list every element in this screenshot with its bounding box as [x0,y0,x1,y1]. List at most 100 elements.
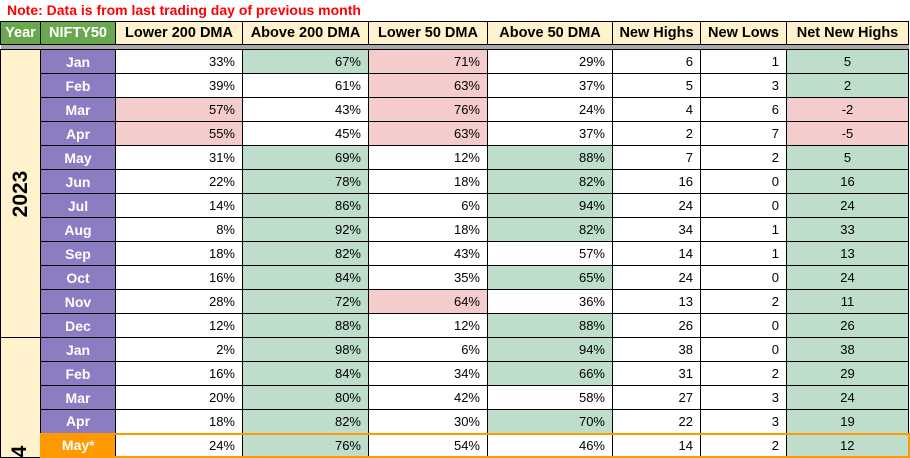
data-cell[interactable]: 80% [242,385,369,410]
data-cell[interactable]: 16% [115,265,243,290]
data-cell[interactable]: 6% [368,193,488,218]
data-cell[interactable]: 54% [368,432,488,458]
data-cell[interactable]: 5 [786,49,909,74]
data-cell[interactable]: 7 [700,121,787,146]
data-cell[interactable]: 28% [115,289,243,314]
data-cell[interactable]: 82% [242,241,369,266]
data-cell[interactable]: 24 [612,193,701,218]
data-cell[interactable]: 1 [700,217,787,242]
month-cell-jun[interactable]: Jun [40,169,116,194]
data-cell[interactable]: 5 [612,73,701,98]
header-new-highs[interactable]: New Highs [612,21,701,45]
data-cell[interactable]: 94% [487,337,613,362]
data-cell[interactable]: 71% [368,49,488,74]
data-cell[interactable]: 2 [786,73,909,98]
data-cell[interactable]: 13 [786,241,909,266]
data-cell[interactable]: 33 [786,217,909,242]
data-cell[interactable]: 0 [700,265,787,290]
data-cell[interactable]: 34 [612,217,701,242]
data-cell[interactable]: 2 [700,361,787,386]
data-cell[interactable]: 76% [368,97,488,122]
data-cell[interactable]: 4 [612,97,701,122]
month-cell-apr[interactable]: Apr [40,121,116,146]
data-cell[interactable]: 18% [115,409,243,434]
month-cell-sep[interactable]: Sep [40,241,116,266]
data-cell[interactable]: 24 [786,193,909,218]
data-cell[interactable]: 5 [786,145,909,170]
data-cell[interactable]: 39% [115,73,243,98]
data-cell[interactable]: 37% [487,121,613,146]
data-cell[interactable]: 6 [612,49,701,74]
data-cell[interactable]: 6% [368,337,488,362]
month-cell-oct[interactable]: Oct [40,265,116,290]
data-cell[interactable]: 2 [700,432,787,458]
data-cell[interactable]: 14 [612,241,701,266]
data-cell[interactable]: 19 [786,409,909,434]
data-cell[interactable]: 98% [242,337,369,362]
year-cell-2023[interactable]: 2023 [0,49,41,338]
data-cell[interactable]: 88% [487,313,613,338]
data-cell[interactable]: 1 [700,49,787,74]
month-cell-dec[interactable]: Dec [40,313,116,338]
data-cell[interactable]: 22% [115,169,243,194]
data-cell[interactable]: 12% [368,313,488,338]
data-cell[interactable]: 43% [368,241,488,266]
data-cell[interactable]: 78% [242,169,369,194]
data-cell[interactable]: -2 [786,97,909,122]
data-cell[interactable]: 57% [115,97,243,122]
data-cell[interactable]: 20% [115,385,243,410]
data-cell[interactable]: 18% [368,169,488,194]
data-cell[interactable]: 31% [115,145,243,170]
data-cell[interactable]: 38 [612,337,701,362]
month-cell-jan[interactable]: Jan [40,337,116,362]
data-cell[interactable]: 24 [786,265,909,290]
month-cell-mar[interactable]: Mar [40,97,116,122]
month-cell-mar[interactable]: Mar [40,385,116,410]
data-cell[interactable]: -5 [786,121,909,146]
month-cell-may[interactable]: May* [39,432,116,458]
data-cell[interactable]: 84% [242,361,369,386]
data-cell[interactable]: 24 [612,265,701,290]
data-cell[interactable]: 31 [612,361,701,386]
data-cell[interactable]: 24% [487,97,613,122]
data-cell[interactable]: 0 [700,337,787,362]
data-cell[interactable]: 37% [487,73,613,98]
header-lower-200-dma[interactable]: Lower 200 DMA [115,21,243,45]
data-cell[interactable]: 88% [487,145,613,170]
data-cell[interactable]: 12 [786,432,910,458]
header-above-200-dma[interactable]: Above 200 DMA [242,21,369,45]
data-cell[interactable]: 24% [115,432,243,458]
data-cell[interactable]: 65% [487,265,613,290]
data-cell[interactable]: 82% [487,169,613,194]
data-cell[interactable]: 38 [786,337,909,362]
data-cell[interactable]: 43% [242,97,369,122]
data-cell[interactable]: 57% [487,241,613,266]
data-cell[interactable]: 26 [612,313,701,338]
data-cell[interactable]: 7 [612,145,701,170]
data-cell[interactable]: 36% [487,289,613,314]
data-cell[interactable]: 35% [368,265,488,290]
header-above-50-dma[interactable]: Above 50 DMA [487,21,613,45]
month-cell-feb[interactable]: Feb [40,361,116,386]
data-cell[interactable]: 24 [786,385,909,410]
data-cell[interactable]: 2 [700,289,787,314]
data-cell[interactable]: 63% [368,73,488,98]
data-cell[interactable]: 33% [115,49,243,74]
data-cell[interactable]: 92% [242,217,369,242]
data-cell[interactable]: 14% [115,193,243,218]
data-cell[interactable]: 2 [612,121,701,146]
header-year[interactable]: Year [0,21,41,45]
month-cell-nov[interactable]: Nov [40,289,116,314]
month-cell-feb[interactable]: Feb [40,73,116,98]
data-cell[interactable]: 94% [487,193,613,218]
data-cell[interactable]: 22 [612,409,701,434]
data-cell[interactable]: 34% [368,361,488,386]
data-cell[interactable]: 6 [700,97,787,122]
data-cell[interactable]: 58% [487,385,613,410]
data-cell[interactable]: 18% [115,241,243,266]
data-cell[interactable]: 88% [242,313,369,338]
data-cell[interactable]: 29 [786,361,909,386]
data-cell[interactable]: 61% [242,73,369,98]
data-cell[interactable]: 72% [242,289,369,314]
month-cell-apr[interactable]: Apr [40,409,116,434]
